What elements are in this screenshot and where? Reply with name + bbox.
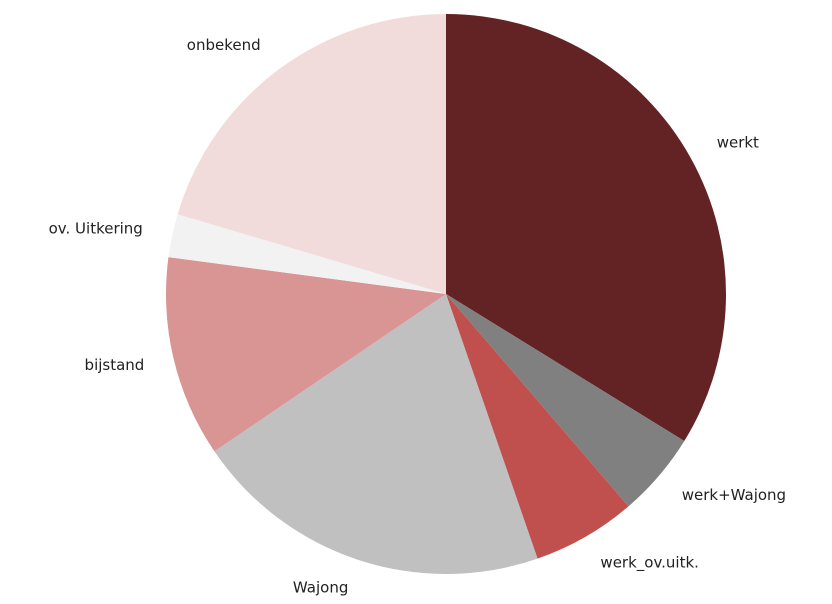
pie-slice — [446, 294, 629, 559]
slice-label: werk+Wajong — [682, 486, 786, 504]
slice-label: bijstand — [85, 356, 145, 374]
pie-slice — [168, 214, 446, 294]
slice-label: werk_ov.uitk. — [600, 553, 699, 572]
slice-label: werkt — [717, 133, 759, 151]
pie-slice — [446, 294, 685, 507]
pie-slice — [446, 14, 727, 442]
pie-slice — [214, 294, 538, 574]
pie-slice — [166, 257, 446, 452]
pie-slice — [177, 14, 446, 294]
slice-label: Wajong — [293, 579, 348, 597]
slice-label: ov. Uitkering — [49, 220, 143, 238]
slice-label: onbekend — [187, 36, 261, 54]
